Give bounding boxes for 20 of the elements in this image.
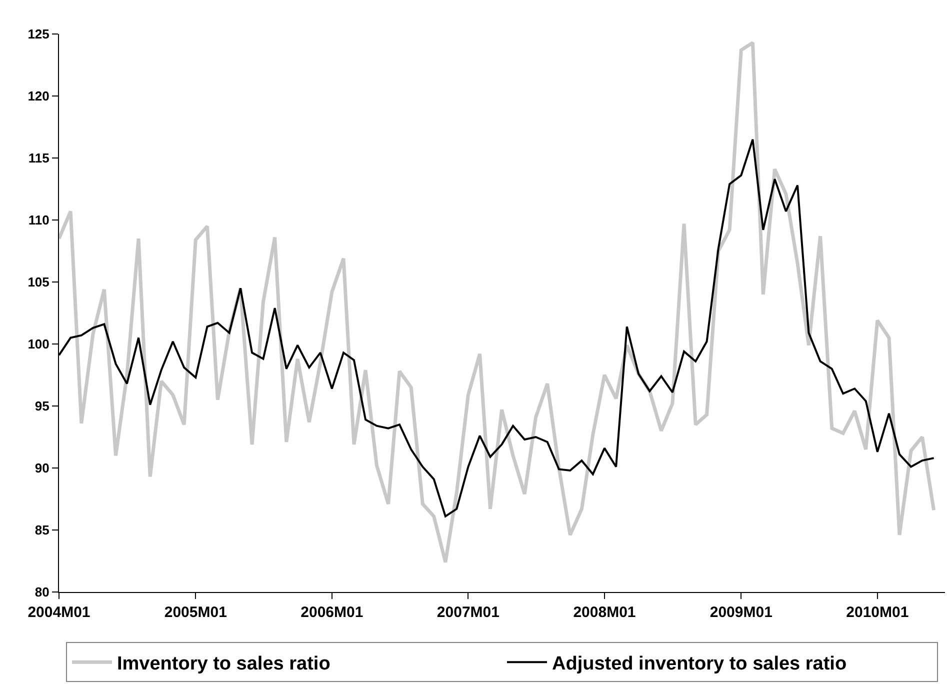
y-tick-label: 95: [34, 398, 50, 414]
y-tick-label: 100: [28, 336, 50, 352]
x-tick-label: 2009M01: [710, 604, 772, 621]
x-tick-label: 2004M01: [28, 604, 90, 621]
line-series: [59, 40, 936, 564]
x-tick-label: 2007M01: [436, 604, 500, 621]
legend-label: Imventory to sales ratio: [117, 653, 330, 674]
x-tick-label: 2010M01: [846, 604, 909, 621]
y-tick-label: 125: [28, 26, 50, 42]
y-tick-label: 120: [28, 88, 50, 104]
y-tick-label: 85: [34, 522, 50, 538]
x-tick-label: 2008M01: [573, 604, 636, 621]
legend-label: Adjusted inventory to sales ratio: [552, 653, 847, 674]
x-tick-label: 2005M01: [164, 604, 227, 621]
y-tick-label: 105: [28, 274, 50, 290]
y-tick-label: 90: [34, 460, 50, 476]
y-tick-label: 110: [28, 212, 50, 228]
y-tick-label: 115: [28, 150, 50, 166]
y-tick-label: 80: [34, 584, 50, 600]
x-tick-label: 2006M01: [300, 604, 364, 621]
